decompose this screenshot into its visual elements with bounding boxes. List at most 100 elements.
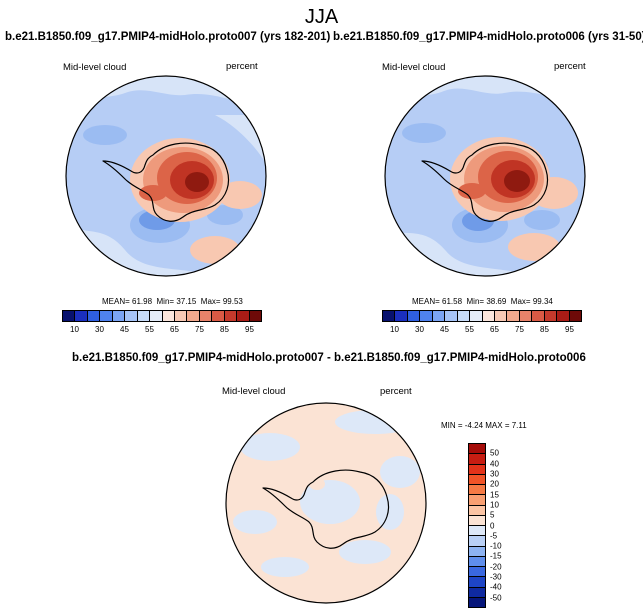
colorbar-swatch xyxy=(519,311,533,321)
colorbar-swatch xyxy=(395,311,408,321)
panel3-stats: MIN = -4.24 MAX = 7.11 xyxy=(441,421,527,430)
panel2-mean-value: 61.58 xyxy=(442,297,463,306)
panel3-max-label: MAX = xyxy=(485,421,510,430)
panel1-units: percent xyxy=(226,61,258,72)
colorbar-swatch xyxy=(100,311,113,321)
colorbar-swatch xyxy=(507,311,520,321)
colorbar-tick-label: -20 xyxy=(490,562,502,572)
colorbar-swatch xyxy=(420,311,433,321)
colorbar-tick-label: 85 xyxy=(540,325,549,334)
colorbar-tick-label: 10 xyxy=(70,325,79,334)
panel1-colorbar xyxy=(62,310,262,322)
panel1-min-value: 37.15 xyxy=(176,297,197,306)
colorbar-swatch xyxy=(469,495,485,506)
panel1-max-value: 99.53 xyxy=(222,297,243,306)
colorbar-swatch xyxy=(470,311,483,321)
colorbar-tick-label: 45 xyxy=(440,325,449,334)
colorbar-swatch xyxy=(112,311,126,321)
colorbar-swatch xyxy=(174,311,188,321)
colorbar-swatch xyxy=(569,311,581,321)
panel1-map xyxy=(65,75,267,277)
panel3-colorbar xyxy=(468,443,486,608)
colorbar-tick-label: -50 xyxy=(490,593,502,603)
panel2-stats: MEAN= 61.58 Min= 38.69 Max= 99.34 xyxy=(412,297,553,306)
colorbar-swatch xyxy=(469,444,485,455)
colorbar-swatch xyxy=(125,311,138,321)
panel2-colorbar xyxy=(382,310,582,322)
colorbar-tick-label: 10 xyxy=(390,325,399,334)
colorbar-tick-label: 40 xyxy=(490,459,499,469)
colorbar-swatch xyxy=(212,311,225,321)
colorbar-tick-label: 10 xyxy=(490,500,499,510)
colorbar-swatch xyxy=(469,597,485,607)
colorbar-tick-label: 55 xyxy=(465,325,474,334)
colorbar-swatch xyxy=(469,454,485,465)
panel2-title: b.e21.B1850.f09_g17.PMIP4-midHolo.proto0… xyxy=(333,31,643,43)
colorbar-swatch xyxy=(494,311,508,321)
colorbar-tick-label: 95 xyxy=(565,325,574,334)
panel3-max-value: 7.11 xyxy=(511,421,527,430)
panel1-variable: Mid-level cloud xyxy=(63,62,127,73)
colorbar-tick-label: 0 xyxy=(490,521,495,530)
colorbar-tick-label: 30 xyxy=(415,325,424,334)
colorbar-swatch xyxy=(137,311,151,321)
colorbar-tick-label: 75 xyxy=(195,325,204,334)
panel2-min-value: 38.69 xyxy=(486,297,507,306)
panel2-map xyxy=(384,75,586,277)
colorbar-tick-label: 85 xyxy=(220,325,229,334)
colorbar-swatch xyxy=(482,311,495,321)
panel3-title: b.e21.B1850.f09_g17.PMIP4-midHolo.proto0… xyxy=(72,352,586,364)
colorbar-tick-label: 45 xyxy=(120,325,129,334)
colorbar-swatch xyxy=(432,311,446,321)
colorbar-swatch xyxy=(469,526,485,537)
colorbar-tick-label: 15 xyxy=(490,490,499,500)
colorbar-tick-label: -30 xyxy=(490,572,502,582)
colorbar-tick-label: -40 xyxy=(490,582,502,592)
colorbar-swatch xyxy=(557,311,570,321)
panel2-max-value: 99.34 xyxy=(532,297,553,306)
colorbar-swatch xyxy=(469,556,485,567)
panel1-mean-value: 61.98 xyxy=(132,297,153,306)
panel1-title: b.e21.B1850.f09_g17.PMIP4-midHolo.proto0… xyxy=(5,31,331,43)
colorbar-swatch xyxy=(249,311,261,321)
colorbar-swatch xyxy=(237,311,250,321)
colorbar-swatch xyxy=(469,587,485,598)
colorbar-tick-label: 55 xyxy=(145,325,154,334)
colorbar-swatch xyxy=(187,311,200,321)
colorbar-swatch xyxy=(469,546,485,557)
panel1-stats: MEAN= 61.98 Min= 37.15 Max= 99.53 xyxy=(102,297,243,306)
colorbar-swatch xyxy=(469,474,485,485)
colorbar-swatch xyxy=(469,536,485,547)
colorbar-swatch xyxy=(407,311,421,321)
panel2-units: percent xyxy=(554,61,586,72)
colorbar-swatch xyxy=(63,311,76,321)
panel2-variable: Mid-level cloud xyxy=(382,62,446,73)
colorbar-swatch xyxy=(150,311,163,321)
panel2-max-label: Max= xyxy=(510,297,531,306)
colorbar-swatch xyxy=(162,311,175,321)
colorbar-swatch xyxy=(383,311,396,321)
panel3-variable: Mid-level cloud xyxy=(222,386,286,397)
panel1-mean-label: MEAN= xyxy=(102,297,130,306)
colorbar-tick-label: -5 xyxy=(490,531,498,541)
panel3-units: percent xyxy=(380,386,412,397)
colorbar-swatch xyxy=(469,567,485,578)
colorbar-swatch xyxy=(224,311,238,321)
colorbar-swatch xyxy=(532,311,545,321)
colorbar-tick-label: 30 xyxy=(95,325,104,334)
colorbar-swatch xyxy=(469,485,485,496)
colorbar-tick-label: 65 xyxy=(170,325,179,334)
colorbar-swatch xyxy=(544,311,558,321)
colorbar-tick-label: 50 xyxy=(490,448,499,458)
panel3-min-label: MIN = xyxy=(441,421,463,430)
panel3-map xyxy=(225,402,427,604)
panel1-max-label: Max= xyxy=(200,297,221,306)
panel1-min-label: Min= xyxy=(156,297,175,306)
colorbar-tick-label: 65 xyxy=(490,325,499,334)
panel2-mean-label: MEAN= xyxy=(412,297,440,306)
panel2-min-label: Min= xyxy=(466,297,485,306)
colorbar-swatch xyxy=(457,311,471,321)
colorbar-tick-label: 5 xyxy=(490,510,495,520)
colorbar-swatch xyxy=(75,311,88,321)
colorbar-tick-label: -15 xyxy=(490,551,502,561)
